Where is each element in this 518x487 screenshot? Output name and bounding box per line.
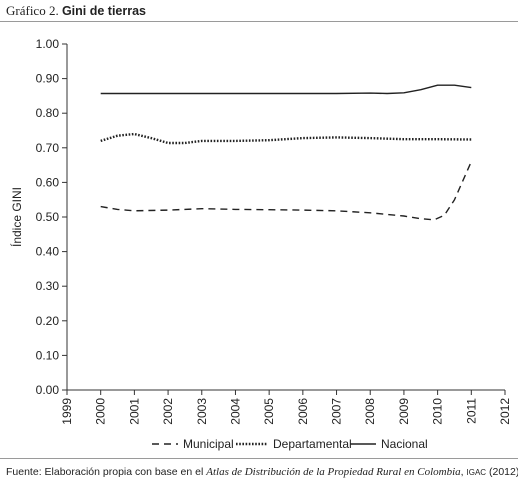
x-tick-label: 2011 — [464, 398, 478, 424]
y-tick-label: 0.90 — [36, 72, 60, 86]
x-tick-label: 2001 — [127, 398, 141, 425]
x-tick-label: 2005 — [262, 398, 276, 425]
y-tick-label: 0.40 — [36, 245, 60, 259]
source-org: IGAC — [466, 468, 487, 477]
x-tick-label: 1999 — [60, 398, 74, 425]
legend-label-municipal: Municipal — [183, 437, 234, 451]
series-line-nacional — [100, 84, 472, 95]
legend-label-departamental: Departamental — [273, 437, 352, 451]
source-prefix: Fuente: Elaboración propia con base en e… — [6, 466, 204, 478]
source-suffix: (2012). — [488, 466, 518, 478]
chart-title-text: Gini de tierras — [61, 4, 147, 18]
x-tick-label: 2012 — [498, 398, 512, 425]
y-tick-label: 0.80 — [36, 106, 60, 120]
x-tick-label: 2002 — [161, 398, 175, 425]
top-rule — [0, 21, 518, 22]
x-tick-label: 2000 — [94, 398, 108, 425]
chart-title-prefix: Gráfico 2. — [6, 3, 59, 18]
source-title: Atlas de Distribución de la Propiedad Ru… — [206, 466, 461, 478]
y-tick-label: 0.20 — [36, 314, 60, 328]
x-tick-label: 2006 — [296, 398, 310, 425]
y-axis-title: Índice GINI — [9, 187, 24, 247]
x-tick-label: 2010 — [431, 398, 445, 425]
y-tick-label: 0.50 — [36, 210, 60, 224]
legend-label-nacional: Nacional — [381, 437, 428, 451]
x-tick-label: 2008 — [363, 398, 377, 425]
series-line-departamental — [100, 132, 472, 145]
x-tick-label: 2004 — [228, 398, 242, 425]
x-tick-label: 2007 — [330, 398, 344, 425]
y-tick-label: 1.00 — [36, 37, 60, 51]
x-tick-label: 2003 — [195, 398, 209, 425]
bottom-rule — [0, 458, 518, 459]
y-tick-label: 0.00 — [36, 383, 60, 397]
y-tick-label: 0.10 — [36, 348, 60, 362]
source-note: Fuente: Elaboración propia con base en e… — [6, 466, 518, 478]
y-tick-label: 0.30 — [36, 279, 60, 293]
y-tick-label: 0.60 — [36, 175, 60, 189]
x-tick-label: 2009 — [397, 398, 411, 425]
y-tick-label: 0.70 — [36, 141, 60, 155]
series-line-municipal — [100, 161, 472, 221]
chart-title: Gráfico 2. Gini de tierras — [6, 3, 146, 19]
